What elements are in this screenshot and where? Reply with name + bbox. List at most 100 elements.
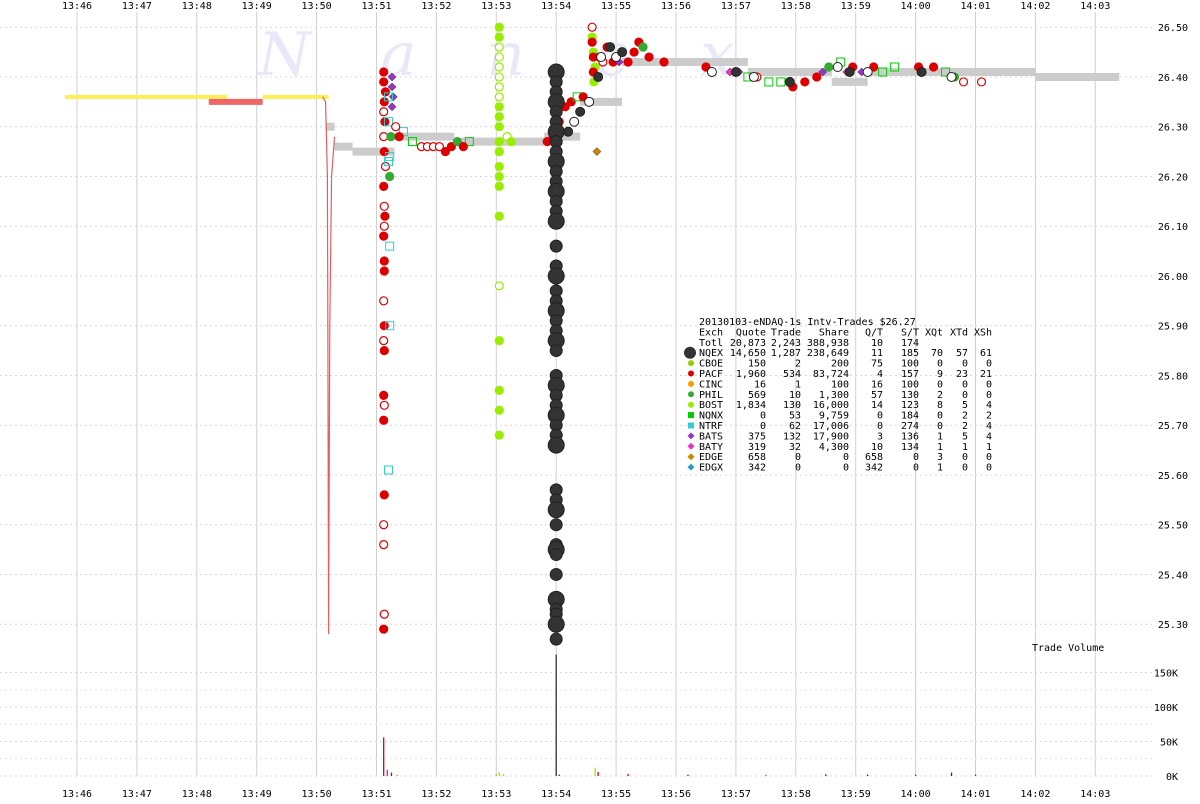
trade-mark-nqex [946, 71, 957, 82]
trade-mark-bost [494, 430, 504, 440]
legend-cell: 0 [962, 379, 968, 390]
legend-cell: 0 [986, 452, 992, 463]
trade-mark-pacf [446, 142, 456, 152]
y-tick-label: 25.40 [1158, 570, 1188, 581]
trade-mark-bost [494, 62, 504, 72]
trade-mark-bost [494, 102, 504, 112]
legend-cell: 1 [795, 379, 801, 390]
x-tick-label-bottom: 13:53 [481, 789, 511, 800]
x-tick-label-bottom: 14:00 [901, 789, 931, 800]
legend-cell: 100 [831, 379, 849, 390]
trade-mark-bats [387, 72, 397, 82]
trade-mark-bost [494, 52, 504, 62]
x-tick-label-bottom: 13:56 [661, 789, 691, 800]
legend-swatch-nqex [684, 346, 696, 359]
legend-cell: 1,287 [771, 348, 801, 359]
legend-cell: 5 [962, 431, 968, 442]
trade-mark-bost [494, 181, 504, 191]
legend-cell: 2 [962, 421, 968, 432]
x-tick-label-bottom: 13:47 [122, 789, 152, 800]
x-tick-label-bottom: 13:55 [601, 789, 631, 800]
volume-tick-label: 50K [1160, 738, 1178, 749]
legend-cell: 658 [865, 452, 883, 463]
legend-cell: 0 [760, 411, 766, 422]
y-tick-label: 25.30 [1158, 620, 1188, 631]
legend-cell: 9 [937, 369, 943, 380]
trade-mark-pacf [379, 539, 389, 550]
legend-cell: 14,650 [730, 348, 766, 359]
legend-cell: 184 [901, 411, 919, 422]
trade-mark-pacf [379, 400, 389, 410]
legend-cell: 2 [986, 411, 992, 422]
trade-mark-bost [494, 171, 504, 182]
trade-mark-nqnx [464, 137, 474, 147]
trade-mark-bost [494, 281, 504, 291]
legend-cell: 185 [901, 348, 919, 359]
trade-mark-phil [638, 42, 648, 52]
legend-cell: 658 [748, 452, 766, 463]
legend-cell: 123 [901, 400, 919, 411]
trade-mark-pacf [379, 321, 389, 331]
trade-mark-pacf [391, 122, 401, 132]
legend-header-cell: XSh [974, 327, 992, 338]
legend-cell: 32 [789, 442, 801, 453]
legend-cell: 3 [937, 452, 943, 463]
x-tick-label-bottom: 13:51 [361, 789, 391, 800]
y-tick-label: 25.60 [1158, 471, 1188, 482]
legend-cell: 569 [748, 390, 766, 401]
trade-mark-pacf [587, 22, 597, 32]
legend-cell: 2 [962, 411, 968, 422]
trade-mark-nqex [549, 567, 563, 581]
legend-cell: 0 [843, 452, 849, 463]
legend-cell: 75 [871, 359, 883, 370]
trade-mark-nqnx [764, 77, 774, 87]
legend-cell: 4 [877, 369, 883, 380]
x-tick-label-top: 14:00 [901, 1, 931, 12]
legend-header-cell: Trade [771, 327, 801, 338]
trade-mark-bost [494, 146, 504, 157]
legend-cell: 2 [795, 359, 801, 370]
trade-mark-bats [388, 92, 398, 102]
trade-mark-bost [494, 336, 504, 346]
x-tick-label-top: 13:58 [781, 1, 811, 12]
y-tick-label: 26.40 [1158, 73, 1188, 84]
x-tick-label-top: 13:59 [841, 1, 871, 12]
legend-cell: 0 [937, 379, 943, 390]
legend-cell: 136 [901, 431, 919, 442]
trade-mark-pacf [379, 390, 389, 400]
legend-cell: 100 [901, 359, 919, 370]
legend-cell: 0 [937, 359, 943, 370]
legend-cell: 17,006 [813, 421, 849, 432]
legend-cell: 9,759 [819, 411, 849, 422]
legend-cell: 3 [877, 431, 883, 442]
trade-mark-phil [386, 132, 396, 142]
legend-cell: 17,900 [813, 431, 849, 442]
trade-mark-pacf [394, 132, 404, 142]
trade-mark-pacf [379, 256, 389, 266]
x-tick-label-bottom: 13:49 [242, 789, 272, 800]
legend-header-cell: XTd [950, 327, 968, 338]
legend-cell: 375 [748, 431, 766, 442]
legend-swatch-edgx [687, 463, 695, 471]
legend-cell: 0 [986, 359, 992, 370]
trade-mark-pacf [379, 609, 389, 619]
legend-cell: BOST [699, 400, 723, 411]
trade-mark-nqex [549, 518, 563, 532]
x-tick-label-top: 13:46 [62, 1, 92, 12]
y-tick-label: 26.00 [1158, 272, 1188, 283]
trade-mark-pacf [380, 161, 391, 172]
trade-mark-pacf [379, 107, 389, 117]
legend-cell: BATY [699, 442, 723, 453]
trade-mark-pacf [800, 77, 810, 87]
legend-swatch-cinc [688, 380, 694, 387]
x-tick-label-bottom: 13:58 [781, 789, 811, 800]
legend-header-cell: Share [819, 327, 849, 338]
trade-mark-pacf [379, 146, 389, 157]
trade-mark-pacf [587, 37, 597, 47]
legend-cell: BATS [699, 431, 723, 442]
trade-mark-nqex [748, 71, 759, 82]
trade-mark-nqex [575, 106, 586, 117]
x-tick-label-top: 13:51 [361, 1, 391, 12]
trade-mark-nqex [862, 66, 873, 77]
